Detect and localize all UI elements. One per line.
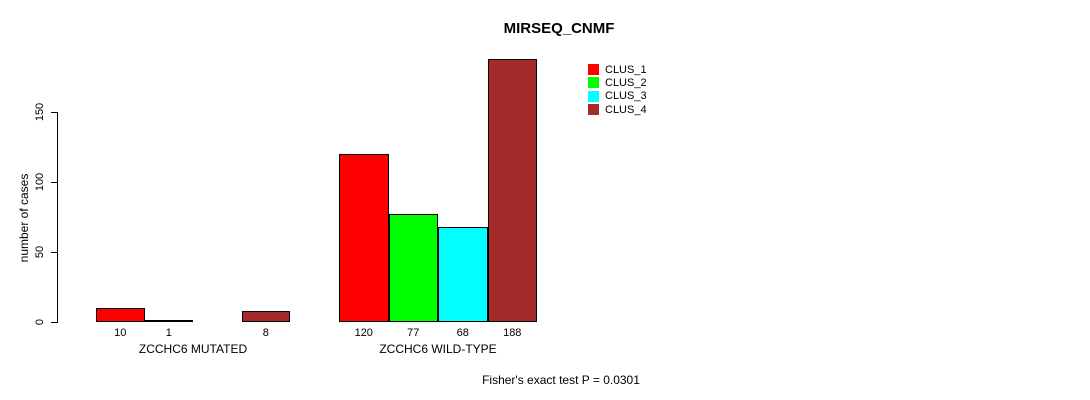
y-tick-label: 0 xyxy=(34,318,46,326)
bar-value-label: 10 xyxy=(114,327,127,339)
bar-value-label: 68 xyxy=(456,327,469,339)
y-tick-mark xyxy=(51,182,57,183)
bar-value-label: 188 xyxy=(503,327,522,339)
bar-clus_4-wild-type xyxy=(487,58,537,322)
legend-item-clus_1: CLUS_1 xyxy=(588,63,647,76)
bar-clus_2-mutated xyxy=(144,320,193,322)
legend-label: CLUS_2 xyxy=(605,76,647,89)
y-tick-mark xyxy=(51,112,57,113)
bar-value-label: 1 xyxy=(165,327,172,339)
legend-item-clus_3: CLUS_3 xyxy=(588,90,647,103)
legend-label: CLUS_4 xyxy=(605,103,647,116)
bar-value-label: 77 xyxy=(407,327,420,339)
y-tick-mark xyxy=(51,322,57,323)
bar-clus_2-wild-type xyxy=(388,214,438,322)
group-label-mutated: ZCCHC6 MUTATED xyxy=(138,342,248,356)
legend-swatch-icon xyxy=(588,77,599,89)
legend-swatch-icon xyxy=(588,104,599,116)
legend-swatch-icon xyxy=(588,64,599,76)
bar-clus_3-wild-type xyxy=(438,226,488,322)
chart-title: MIRSEQ_CNMF xyxy=(503,20,615,37)
y-axis-line xyxy=(57,112,58,323)
y-axis-label: number of cases xyxy=(17,173,31,263)
bar-value-label: 8 xyxy=(262,327,269,339)
legend-swatch-icon xyxy=(588,90,599,102)
legend-label: CLUS_3 xyxy=(605,90,647,103)
bar-value-label: 120 xyxy=(354,327,373,339)
y-tick-label: 100 xyxy=(34,172,46,192)
legend: CLUS_1 CLUS_2 CLUS_3 CLUS_4 xyxy=(588,63,647,116)
y-tick-mark xyxy=(51,252,57,253)
bar-clus_1-mutated xyxy=(96,308,145,322)
legend-item-clus_4: CLUS_4 xyxy=(588,103,647,116)
y-tick-label: 150 xyxy=(34,102,46,122)
legend-label: CLUS_1 xyxy=(605,63,647,76)
fisher-test-annotation: Fisher's exact test P = 0.0301 xyxy=(482,373,640,387)
y-tick-label: 50 xyxy=(34,245,46,259)
bar-clus_1-wild-type xyxy=(339,154,389,322)
group-label-wild-type: ZCCHC6 WILD-TYPE xyxy=(379,342,497,356)
bar-clus_4-mutated xyxy=(241,310,290,322)
legend-item-clus_2: CLUS_2 xyxy=(588,76,647,89)
